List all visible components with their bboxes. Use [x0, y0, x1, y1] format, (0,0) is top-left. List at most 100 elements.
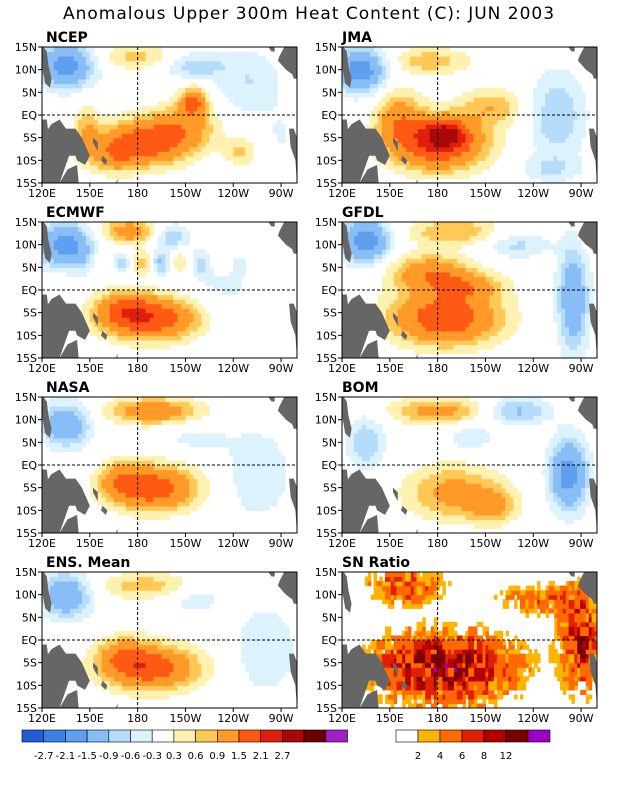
- panel-bom: 15N 10N 5N EQ 5S 10S 15S 120E 150E 180 150W 120W 90W…: [300, 380, 600, 570]
- land-mass: [577, 47, 597, 183]
- land-mass: [568, 47, 575, 52]
- y-tick-label: 15S: [16, 177, 37, 190]
- panel-title-ecmwf: ECMWF: [46, 205, 105, 221]
- land-mass: [400, 330, 408, 340]
- colorbar-label: -0.9: [99, 751, 119, 762]
- land-mass: [42, 644, 90, 708]
- y-tick-label: 10S: [316, 504, 337, 517]
- contour-field: [42, 47, 297, 183]
- y-tick-label: EQ: [21, 284, 37, 297]
- colorbar-swatch: [461, 729, 485, 743]
- contour-field: [342, 397, 597, 533]
- land-mass: [42, 119, 49, 143]
- y-tick-label: 5N: [322, 436, 337, 449]
- land-mass: [568, 222, 575, 227]
- land-mass: [359, 339, 379, 358]
- land-mass: [577, 572, 597, 708]
- land-mass: [342, 572, 352, 613]
- land-mass: [359, 164, 379, 183]
- y-tick-label: 10N: [15, 589, 37, 602]
- y-tick-label: EQ: [321, 459, 337, 472]
- panel-title-jma: JMA: [342, 30, 372, 46]
- y-tick-label: 5S: [323, 657, 337, 670]
- x-tick-label: 120W: [217, 537, 249, 550]
- land-mass: [342, 644, 349, 668]
- x-tick-label: 180: [427, 537, 448, 550]
- colorbar-label: 8: [481, 751, 487, 762]
- y-tick-label: 15N: [15, 391, 37, 404]
- x-tick-label: 90W: [569, 537, 594, 550]
- land-mass: [342, 222, 352, 263]
- y-tick-label: EQ: [321, 109, 337, 122]
- contour-field: [342, 222, 597, 358]
- colorbar-swatch: [65, 729, 88, 743]
- panel-title-ncep: NCEP: [46, 30, 88, 46]
- land-mass: [59, 164, 79, 183]
- x-tick-label: 120E: [28, 187, 56, 200]
- y-tick-label: 5S: [323, 132, 337, 145]
- anomaly-colorbar: -2.7 -2.1 -1.5 -0.9 -0.6 -0.3 0.3 0.6 0.9 1.5 2.1 2…: [21, 729, 348, 762]
- y-tick-label: 5S: [23, 657, 37, 670]
- colorbar-swatch: [130, 729, 153, 743]
- land-mass: [93, 487, 98, 502]
- land-mass: [577, 397, 597, 533]
- x-tick-label: 150E: [376, 187, 404, 200]
- colorbar-swatch: [260, 729, 283, 743]
- y-tick-label: 15N: [15, 216, 37, 229]
- x-tick-label: 120W: [517, 537, 549, 550]
- x-tick-label: 90W: [269, 187, 294, 200]
- land-mass: [42, 469, 49, 493]
- colorbar-swatch: [21, 729, 45, 743]
- colorbar-label: -0.6: [121, 751, 141, 762]
- y-tick-label: 10S: [16, 329, 37, 342]
- colorbar-swatch: [417, 729, 441, 743]
- y-tick-label: 5N: [22, 86, 37, 99]
- y-tick-label: 15S: [316, 177, 337, 190]
- y-tick-label: EQ: [21, 634, 37, 647]
- land-mass: [342, 294, 390, 358]
- y-tick-label: 5S: [23, 307, 37, 320]
- colorbar-label: 4: [437, 751, 443, 762]
- colorbar-swatch: [439, 729, 463, 743]
- x-tick-label: 180: [427, 712, 448, 725]
- colorbar-label: 0.9: [209, 751, 225, 762]
- land-mass: [277, 222, 297, 358]
- land-mass: [342, 119, 349, 143]
- x-tick-label: 150W: [170, 537, 202, 550]
- y-tick-label: 15S: [16, 352, 37, 365]
- y-tick-label: 10S: [16, 154, 37, 167]
- x-tick-label: 180: [127, 362, 148, 375]
- colorbar-label: 2.1: [253, 751, 269, 762]
- y-tick-label: 10N: [315, 414, 337, 427]
- land-mass: [115, 353, 119, 358]
- y-tick-label: 15N: [315, 216, 337, 229]
- land-mass: [568, 572, 575, 577]
- colorbar-swatch: [527, 729, 551, 743]
- land-mass: [393, 137, 398, 152]
- land-mass: [359, 514, 379, 533]
- land-mass: [577, 222, 597, 358]
- land-mass: [342, 644, 390, 708]
- x-tick-label: 150E: [376, 537, 404, 550]
- colorbar-swatch: [43, 729, 66, 743]
- x-tick-label: 90W: [569, 712, 594, 725]
- land-mass: [393, 312, 398, 327]
- y-tick-label: 5N: [22, 436, 37, 449]
- y-tick-label: EQ: [21, 109, 37, 122]
- x-tick-label: 90W: [569, 187, 594, 200]
- colorbar-label: 2.7: [274, 751, 290, 762]
- land-mass: [100, 330, 108, 340]
- colorbar-swatch: [151, 729, 175, 743]
- y-tick-label: 15N: [15, 41, 37, 54]
- land-mass: [42, 644, 49, 668]
- x-tick-label: 90W: [269, 537, 294, 550]
- y-tick-label: 10N: [15, 239, 37, 252]
- land-mass: [268, 572, 275, 577]
- x-tick-label: 180: [427, 187, 448, 200]
- panel-title-gfdl: GFDL: [342, 205, 384, 221]
- colorbar-swatch: [86, 729, 110, 743]
